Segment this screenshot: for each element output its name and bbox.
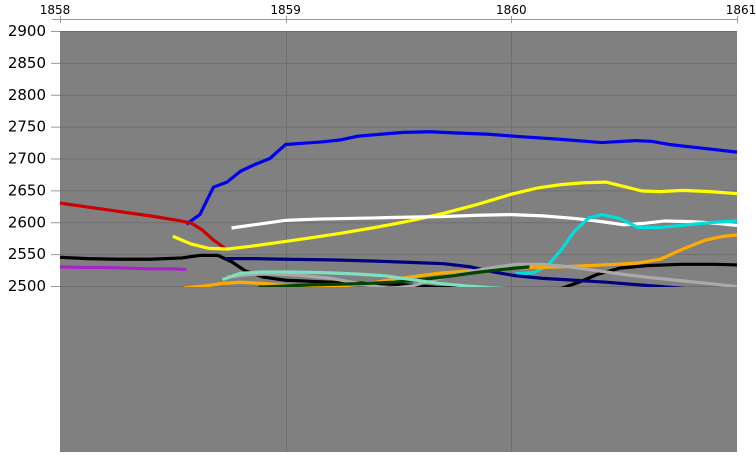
y-axis-tick-label: 2550 [8,245,46,263]
y-axis-tick-label: 2900 [8,22,46,40]
plot-area [60,31,737,452]
series-line [221,270,508,287]
y-axis-tick-label: 2750 [8,118,46,136]
x-axis-tick-label: 1858 [40,3,71,17]
series-line [226,262,737,287]
x-axis-labels: 1858 1859 1860 1861 [40,3,756,17]
y-axis-tick-label: 2800 [8,86,46,104]
data-series-group [60,130,737,287]
series-line [60,265,187,272]
y-axis-labels: 2500 2550 2600 2650 2700 2750 2800 2850 2900 [8,22,46,295]
series-line [258,265,530,287]
x-axis-tick-label: 1860 [496,3,527,17]
y-axis-tick-label: 2500 [8,277,46,295]
y-axis-tick-label: 2650 [8,181,46,199]
series-line [172,180,737,251]
y-axis-tick-label: 2600 [8,213,46,231]
y-axis-tick-label: 2700 [8,150,46,168]
x-axis-tick-label: 1861 [726,3,756,17]
series-line [231,213,737,230]
axis-ticks [51,16,738,287]
series-line [60,201,228,251]
series-line [185,130,737,226]
x-axis-tick-label: 1859 [270,3,301,17]
y-axis-tick-label: 2850 [8,54,46,72]
